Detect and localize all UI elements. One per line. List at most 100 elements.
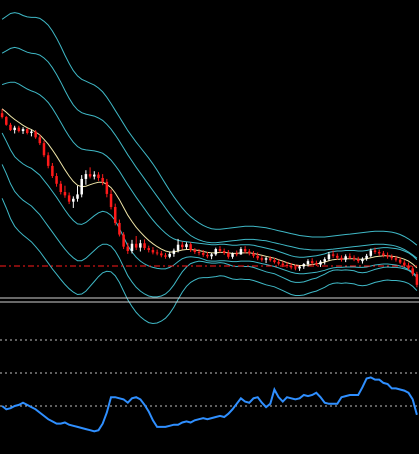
candle [105, 178, 109, 198]
candle-body [210, 254, 213, 257]
candle [294, 264, 297, 271]
candle-body [264, 258, 268, 260]
candle [218, 246, 222, 253]
candle [268, 256, 272, 262]
candle-body [126, 246, 130, 251]
candle-body [348, 256, 352, 258]
candle [76, 185, 79, 202]
candle [298, 265, 301, 271]
band-upper_1 [1, 81, 418, 261]
band-upper_3 [1, 12, 418, 246]
candle-body [403, 262, 406, 266]
candle [386, 252, 389, 259]
candle-body [139, 243, 142, 248]
candle-body [356, 259, 360, 262]
moving-average-line [1, 108, 418, 269]
candle [46, 152, 50, 169]
candle [344, 254, 347, 263]
candle [348, 253, 352, 260]
candle [327, 251, 331, 262]
candle [361, 257, 364, 264]
candle-body [51, 165, 54, 177]
candle-body [306, 261, 310, 265]
candle-body [415, 274, 419, 285]
candle-body [42, 143, 46, 156]
candle-body [181, 244, 184, 248]
candle [331, 250, 335, 258]
candle-body [277, 262, 280, 264]
candle [34, 130, 37, 139]
candle-body [218, 249, 222, 251]
candle-body [84, 174, 88, 179]
envelope-bands [1, 12, 418, 325]
candle [42, 140, 46, 158]
candle [143, 239, 146, 251]
candle-body [323, 259, 326, 262]
candle [88, 167, 92, 179]
candle [151, 247, 155, 255]
candle [101, 174, 104, 186]
candle-body [176, 244, 180, 251]
candle-body [201, 252, 205, 255]
candle-body [344, 256, 347, 260]
candle-body [143, 243, 146, 249]
candle-body [394, 258, 398, 260]
band-lower_3 [1, 198, 418, 325]
candle [9, 122, 12, 132]
candle [248, 249, 251, 256]
candle-body [407, 265, 410, 269]
candle [273, 257, 276, 264]
candle-body [130, 243, 134, 251]
candle [21, 127, 25, 134]
oscillator-panel [0, 339, 419, 433]
candle [109, 189, 113, 210]
candle-body [268, 258, 272, 261]
candle [281, 261, 285, 267]
candle-body [273, 260, 276, 263]
candle [38, 134, 42, 146]
candle [5, 116, 8, 126]
candle-body [164, 255, 167, 257]
candle-body [331, 254, 335, 256]
candle-body [298, 266, 301, 269]
candle-body [315, 263, 318, 265]
candle [67, 192, 71, 205]
candle [411, 265, 414, 277]
candle [0, 109, 4, 119]
candle [256, 252, 259, 261]
candle-body [373, 250, 377, 252]
candle [13, 125, 16, 134]
candle-body [281, 263, 285, 266]
candle-body [67, 195, 71, 202]
candle-body [411, 268, 414, 275]
candle [382, 250, 385, 258]
candle [243, 246, 247, 254]
candle [390, 254, 394, 261]
candle [315, 260, 318, 266]
candle [403, 260, 406, 267]
candle [289, 263, 293, 270]
candle [398, 257, 402, 265]
band-lower_2 [1, 164, 418, 298]
candle [206, 251, 209, 259]
candle [277, 259, 280, 266]
candle [185, 242, 188, 250]
candle-body [365, 255, 368, 259]
candle-body [227, 252, 230, 257]
candle-body [369, 250, 373, 256]
candle-body [239, 249, 243, 255]
candle-body [352, 257, 356, 260]
candle [17, 125, 21, 133]
candle [377, 249, 381, 256]
candle-body [193, 250, 197, 252]
candle [285, 262, 289, 268]
candle [130, 239, 134, 254]
candle-body [289, 265, 293, 268]
candle-body [134, 243, 138, 248]
candle-body [118, 222, 121, 235]
candle-body [59, 183, 63, 192]
candle-body [206, 254, 209, 257]
candle-body [398, 259, 402, 263]
candle-body [113, 206, 117, 223]
candle-body [122, 234, 125, 247]
